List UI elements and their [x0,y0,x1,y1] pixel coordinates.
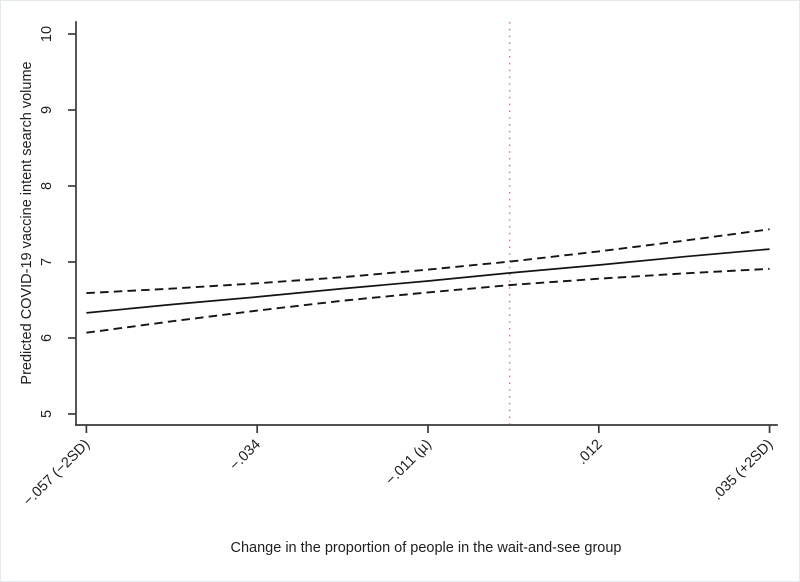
y-tick-label: 7 [39,258,55,266]
x-tick-label: −.057 (−2SD) [20,437,93,510]
ci-upper-line [86,228,770,295]
plot-area: 5 6 7 8 9 10 −.057 (−2SD) −.034 −.011 (µ) .012 .03… [20,21,778,510]
predicted-fit-line [86,248,770,314]
y-tick-label: 10 [39,26,55,42]
x-tick-label: −.034 [227,437,264,474]
y-tick-label: 5 [39,410,55,418]
x-tick-label: −.011 (µ) [383,437,435,489]
x-tick-label: .035 (+2SD) [710,437,777,504]
y-tick-label: 9 [39,106,55,114]
x-tick-label: .012 [574,437,605,468]
y-tick-label: 8 [39,182,55,190]
y-tick-label: 6 [39,334,55,342]
y-axis-title: Predicted COVID-19 vaccine intent search… [19,61,35,384]
ci-lower-line [86,267,770,334]
x-axis-title: Change in the proportion of people in th… [231,540,622,556]
